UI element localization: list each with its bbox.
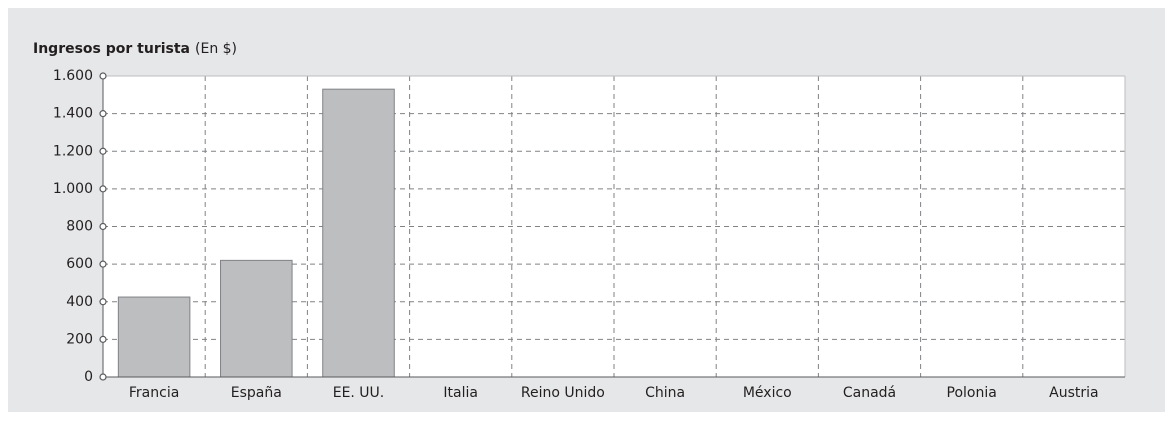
y-tick-label: 1.200	[53, 143, 93, 159]
x-tick-label: EE. UU.	[333, 385, 385, 401]
y-tick-marker	[99, 222, 107, 231]
x-tick-label: Reino Unido	[521, 385, 605, 401]
y-tick-marker	[99, 110, 107, 118]
y-tick-label: 1.400	[53, 106, 93, 122]
y-tick-marker	[99, 260, 107, 268]
y-tick-marker	[99, 147, 107, 155]
y-tick-marker	[99, 298, 107, 306]
bar	[322, 88, 395, 378]
y-tick-label: 1.000	[53, 181, 93, 197]
x-tick-label: Canadá	[843, 385, 896, 401]
y-tick-label: 1.600	[53, 68, 93, 84]
x-tick-label: Polonia	[947, 385, 997, 401]
y-tick-label: 0	[84, 369, 93, 385]
y-tick-marker	[99, 72, 107, 80]
y-tick-label: 600	[66, 256, 93, 272]
x-tick-label: China	[645, 385, 685, 401]
y-tick-marker	[99, 373, 107, 381]
y-tick-label: 400	[66, 294, 93, 310]
x-tick-label: Italia	[443, 385, 478, 401]
y-tick-label: 200	[66, 331, 93, 347]
chart-unit: (En $)	[195, 41, 237, 57]
chart-title: Ingresos por turista	[33, 41, 190, 57]
y-tick-marker	[99, 335, 107, 343]
bar	[117, 296, 191, 378]
chart-title-group: Ingresos por turista (En $)	[33, 41, 237, 57]
y-tick-marker	[99, 185, 107, 193]
x-tick-label: España	[231, 385, 282, 401]
y-tick-label: 800	[66, 219, 93, 235]
x-tick-label: México	[743, 385, 792, 401]
x-tick-label: Austria	[1049, 385, 1098, 401]
bar	[220, 259, 293, 378]
x-tick-label: Francia	[129, 385, 179, 401]
